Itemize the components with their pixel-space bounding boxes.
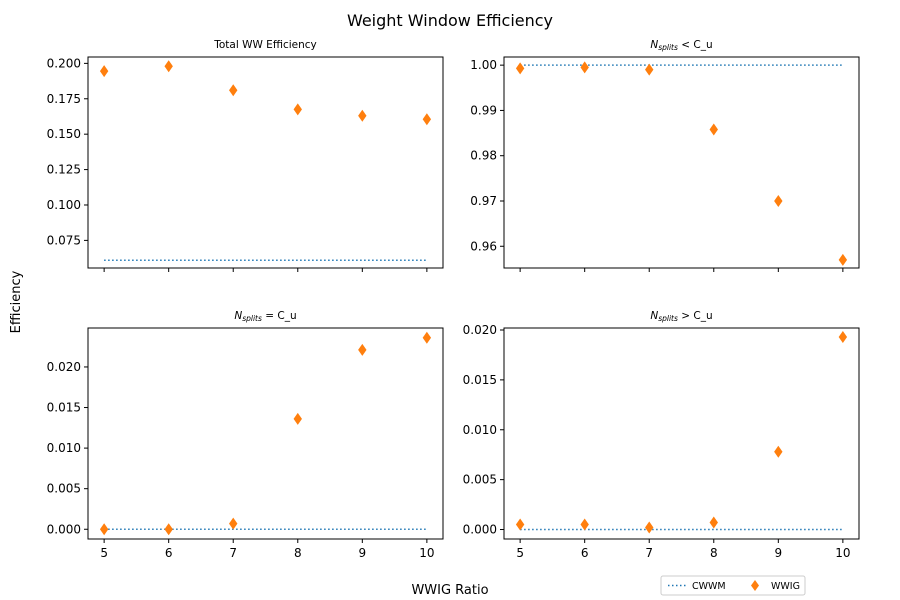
y-tick-label: 0.075 <box>47 233 81 247</box>
figure-title: Weight Window Efficiency <box>347 11 553 30</box>
wwig-point <box>838 253 848 266</box>
legend-frame <box>660 575 806 596</box>
wwig-point <box>358 343 367 356</box>
wwig-point <box>164 60 173 73</box>
y-tick-label: 0.99 <box>470 103 497 117</box>
wwig-point <box>164 523 173 536</box>
y-tick-label: 1.00 <box>470 58 497 72</box>
y-tick-label: 0.96 <box>470 239 497 253</box>
legend-wwig-marker <box>751 580 759 591</box>
x-tick-label: 8 <box>294 546 302 560</box>
wwig-point <box>422 113 432 126</box>
x-tick-label: 5 <box>516 546 524 560</box>
wwig-point <box>645 521 654 534</box>
x-tick-label: 6 <box>581 546 589 560</box>
subplot-1-frame <box>87 56 444 269</box>
subplot-4-frame <box>503 327 860 540</box>
y-tick-label: 0.125 <box>47 163 81 177</box>
subplot-4-title: Nsplits > C_u <box>650 310 712 323</box>
wwig-point <box>229 84 238 97</box>
x-tick-label: 10 <box>835 546 850 560</box>
subplot-3: Nsplits = C_u 5 6 7 8 9 10 0.000 0.005 0.010 0.015… <box>47 310 444 560</box>
y-tick-label: 0.150 <box>47 127 81 141</box>
wwig-point <box>99 523 109 536</box>
wwig-point <box>293 103 302 116</box>
wwig-point <box>774 445 783 458</box>
subplot-2-frame <box>503 56 860 269</box>
legend-cwwm-label: CWWM <box>692 581 726 592</box>
x-tick-label: 10 <box>419 546 434 560</box>
x-tick-label: 9 <box>358 546 366 560</box>
wwig-point <box>645 63 654 76</box>
legend-wwig-label: WWIG <box>771 581 800 592</box>
y-tick-label: 0.000 <box>47 522 81 536</box>
wwig-point <box>515 518 525 531</box>
subplot-1: Total WW Efficiency 0.075 0.100 0.125 0.150 0… <box>47 39 444 272</box>
y-tick-label: 0.000 <box>463 523 497 537</box>
wwig-point <box>709 123 718 136</box>
wwig-point <box>422 331 432 344</box>
y-tick-label: 0.005 <box>463 473 497 487</box>
wwig-point <box>774 194 783 207</box>
y-tick-label: 0.020 <box>47 360 81 374</box>
y-tick-label: 0.010 <box>47 441 81 455</box>
y-tick-label: 0.98 <box>470 149 497 163</box>
wwig-point <box>580 61 589 74</box>
y-tick-label: 0.010 <box>463 423 497 437</box>
wwig-point <box>515 62 525 75</box>
wwig-point <box>358 109 367 122</box>
x-tick-label: 6 <box>165 546 173 560</box>
x-axis-label: WWIG Ratio <box>411 583 488 598</box>
y-tick-label: 0.020 <box>463 323 497 337</box>
x-tick-label: 7 <box>229 546 237 560</box>
y-tick-label: 0.100 <box>47 198 81 212</box>
subplot-2-title: Nsplits < C_u <box>650 39 712 52</box>
wwig-point <box>580 518 589 531</box>
y-tick-label: 0.97 <box>470 194 497 208</box>
subplot-4: Nsplits > C_u 5 6 7 8 9 10 0.000 0.005 0.010 0.015… <box>463 310 860 560</box>
subplots: Total WW Efficiency 0.075 0.100 0.125 0.150 0… <box>47 39 860 560</box>
x-tick-label: 5 <box>100 546 108 560</box>
y-tick-label: 0.175 <box>47 92 81 106</box>
wwig-point <box>709 516 718 529</box>
x-tick-label: 7 <box>645 546 653 560</box>
wwig-point <box>293 412 302 425</box>
subplot-3-frame <box>87 327 444 540</box>
y-axis-label: Efficiency <box>9 270 24 333</box>
subplot-1-title: Total WW Efficiency <box>213 39 317 51</box>
subplot-2: Nsplits < C_u 0.96 0.97 0.98 0.99 1.00 <box>470 39 860 272</box>
wwig-point <box>229 517 238 530</box>
x-tick-label: 9 <box>774 546 782 560</box>
y-tick-label: 0.015 <box>463 373 497 387</box>
subplot-3-title: Nsplits = C_u <box>234 310 296 323</box>
y-tick-label: 0.200 <box>47 56 81 70</box>
legend: CWWM WWIG <box>660 575 806 596</box>
y-tick-label: 0.015 <box>47 401 81 415</box>
wwig-point <box>838 330 848 343</box>
wwig-point <box>99 65 109 78</box>
x-tick-label: 8 <box>710 546 718 560</box>
y-tick-label: 0.005 <box>47 482 81 496</box>
